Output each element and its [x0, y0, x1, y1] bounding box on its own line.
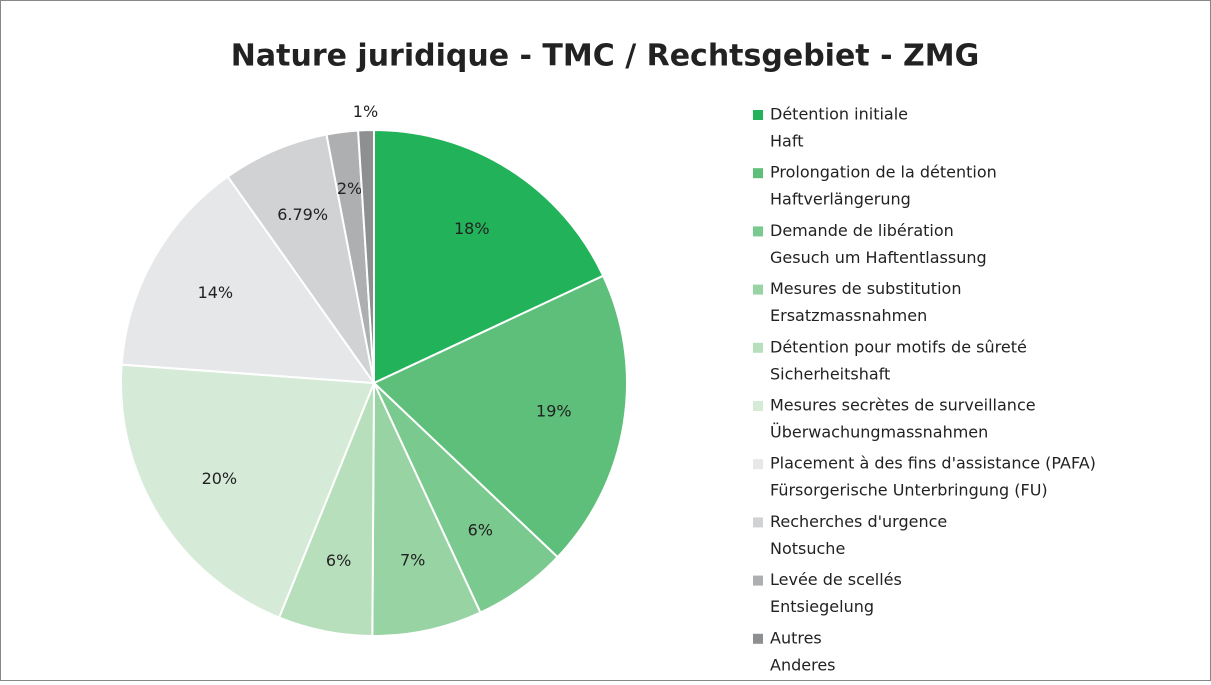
legend-label: Levée de scellés: [770, 570, 902, 589]
legend-swatch: [753, 517, 763, 528]
data-label: 1%: [353, 102, 378, 121]
legend-label: Placement à des fins d'assistance (PAFA): [770, 454, 1096, 473]
legend-label: Recherches d'urgence: [770, 512, 947, 531]
legend-label: Haftverlängerung: [770, 190, 911, 209]
legend-label: Entsiegelung: [770, 597, 874, 616]
pie-slice: [357, 128, 375, 384]
data-label: 6%: [326, 551, 351, 570]
data-label: 18%: [454, 219, 490, 238]
pie-slice: [372, 274, 628, 559]
legend-swatch: [753, 342, 763, 353]
legend-swatch: [753, 401, 763, 411]
legend-label: Haft: [770, 132, 803, 151]
legend-label: Demande de libération: [770, 221, 954, 240]
legend-label: Notsuche: [770, 539, 845, 558]
pie-slice: [371, 382, 482, 637]
legend-swatch: [753, 633, 763, 644]
legend-swatch: [753, 110, 763, 120]
legend-swatch: [753, 168, 763, 179]
legend-label: Détention initiale: [770, 105, 908, 124]
legend-label: Prolongation de la détention: [770, 163, 997, 182]
legend-label: Gesuch um Haftentlassung: [770, 248, 987, 267]
legend-swatch: [753, 226, 763, 237]
data-label: 14%: [198, 283, 234, 302]
legend-label: Überwachungmassnahmen: [770, 423, 988, 442]
legend-swatch: [753, 459, 763, 470]
chart-title: Nature juridique - TMC / Rechtsgebiet - …: [231, 39, 979, 74]
data-label: 6.79%: [277, 205, 328, 224]
legend-label: Ersatzmassnahmen: [770, 306, 927, 325]
legend-label: Détention pour motifs de sûreté: [770, 337, 1027, 356]
legend-label: Mesures de substitution: [770, 279, 961, 298]
pie-slice: [120, 175, 377, 385]
legend-swatch: [753, 284, 763, 295]
data-label: 2%: [337, 179, 362, 198]
legend-swatch: [753, 575, 763, 586]
data-label: 19%: [536, 402, 572, 421]
legend-label: Sicherheitshaft: [770, 364, 890, 383]
pie-slice: [373, 128, 605, 385]
data-label: 7%: [400, 551, 425, 570]
legend-label: Fürsorgerische Unterbringung (FU): [770, 481, 1048, 500]
legend-label: Autres: [770, 628, 822, 647]
data-label: 6%: [468, 520, 493, 539]
legend-label: Anderes: [770, 655, 836, 674]
pie-slice: [120, 363, 376, 619]
legend-label: Mesures secrètes de surveillance: [770, 396, 1036, 415]
data-label: 20%: [202, 469, 238, 488]
